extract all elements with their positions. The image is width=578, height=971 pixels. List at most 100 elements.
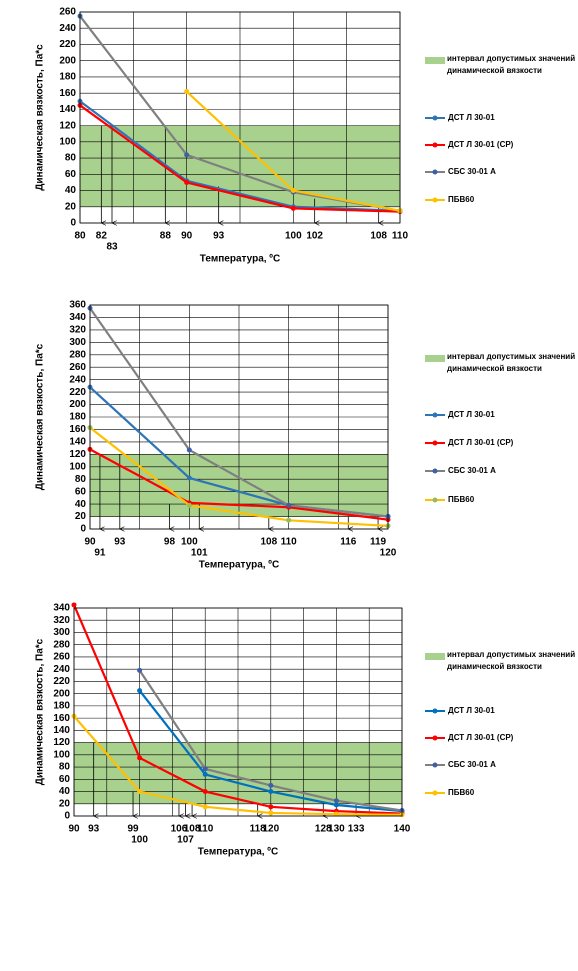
y-axis-title: Динамическая вязкость, Па*с: [35, 343, 46, 490]
y-axis-title: Динамическая вязкость, Па*с: [35, 44, 46, 191]
legend-marker: [432, 790, 438, 796]
legend-marker: [432, 440, 438, 446]
legend-label: СБС 30-01 А: [448, 466, 496, 475]
legend-marker: [432, 197, 438, 203]
y-tick-label: 320: [69, 325, 86, 336]
x-tick-label: 93: [114, 537, 126, 548]
data-point: [137, 688, 143, 694]
y-tick-label: 200: [69, 399, 86, 410]
x-tick-label: 110: [392, 231, 409, 242]
x-tick-label: 90: [68, 824, 80, 835]
y-tick-label: 140: [53, 725, 70, 736]
legend-label: интервал допустимых значений динамическо…: [447, 352, 576, 373]
data-point: [137, 755, 143, 761]
y-tick-label: 240: [59, 23, 76, 34]
y-tick-label: 360: [69, 300, 86, 311]
data-point: [137, 667, 143, 673]
legend-band: [425, 57, 445, 64]
y-tick-label: 220: [69, 387, 86, 398]
y-tick-label: 160: [59, 88, 76, 99]
x-tick-label: 91: [94, 548, 106, 559]
y-tick-label: 40: [59, 786, 71, 797]
series-line: [89, 307, 389, 518]
y-tick-label: 320: [53, 615, 70, 626]
x-tick-label: 110: [281, 537, 298, 548]
y-tick-label: 100: [69, 461, 86, 472]
legend-label: ДСТ Л 30-01 (СР): [448, 140, 514, 149]
legend-label: СБС 30-01 А: [448, 167, 496, 176]
series-line: [79, 104, 401, 213]
x-tick-label: 133: [348, 824, 365, 835]
plot-border: [79, 11, 401, 224]
series-line: [72, 604, 403, 815]
legend-label: ПБВ60: [448, 788, 475, 797]
data-point: [184, 89, 190, 95]
y-tick-label: 300: [69, 337, 86, 348]
data-point: [268, 810, 274, 816]
legend-marker: [432, 468, 438, 474]
data-point: [286, 517, 292, 523]
y-tick-label: 20: [59, 798, 71, 809]
legend-marker: [432, 412, 438, 418]
data-point: [290, 188, 296, 194]
legend-label: ДСТ Л 30-01 (СР): [448, 438, 514, 447]
x-tick-label: 120: [380, 548, 397, 559]
legend-band: [425, 355, 445, 362]
y-tick-label: 100: [53, 749, 70, 760]
x-tick-label: 90: [181, 231, 193, 242]
legend-label: ДСТ Л 30-01: [448, 706, 495, 715]
legend-band: [425, 653, 445, 660]
data-point: [186, 502, 192, 508]
data-point: [333, 798, 339, 804]
y-tick-label: 80: [59, 762, 71, 773]
legend-band-label: интервал допустимых значений динамическо…: [447, 352, 576, 373]
data-point: [137, 789, 143, 795]
data-point: [186, 475, 192, 481]
legend-label: интервал допустимых значений динамическо…: [447, 54, 576, 75]
y-tick-label: 260: [69, 362, 86, 373]
y-tick-label: 200: [59, 55, 76, 66]
y-tick-label: 220: [53, 676, 70, 687]
y-tick-label: 260: [53, 652, 70, 663]
y-tick-label: 240: [53, 664, 70, 675]
data-point: [184, 152, 190, 158]
x-tick-label: 128: [315, 824, 332, 835]
y-tick-label: 160: [53, 713, 70, 724]
series-line: [79, 100, 401, 212]
legend-label: интервал допустимых значений динамическо…: [447, 650, 576, 671]
x-tick-label: 108: [260, 537, 277, 548]
y-tick-label: 120: [53, 737, 70, 748]
y-tick-label: 20: [75, 511, 87, 522]
y-tick-label: 60: [59, 774, 71, 785]
data-point: [333, 811, 339, 817]
plot-border: [89, 304, 389, 530]
x-axis-title: Температура, ºС: [199, 560, 279, 571]
x-axis-title: Температура, ºС: [198, 847, 278, 858]
legend-band-label: интервал допустимых значений динамическо…: [447, 650, 576, 671]
x-tick-label: 98: [164, 537, 176, 548]
x-tick-label: 130: [328, 824, 345, 835]
data-point: [290, 205, 296, 211]
y-tick-label: 280: [53, 639, 70, 650]
legend-marker: [432, 762, 438, 768]
data-point: [268, 804, 274, 810]
data-point: [202, 804, 208, 810]
y-tick-label: 40: [65, 185, 77, 196]
x-tick-label: 100: [131, 835, 148, 846]
y-tick-label: 160: [69, 424, 86, 435]
data-point: [268, 789, 274, 795]
legend-label: ПБВ60: [448, 495, 475, 504]
series-line: [89, 426, 389, 527]
data-point: [268, 782, 274, 788]
legend-marker: [432, 115, 438, 121]
y-tick-label: 180: [53, 701, 70, 712]
y-tick-label: 0: [80, 524, 86, 535]
x-tick-label: 83: [106, 242, 118, 253]
y-tick-label: 0: [64, 811, 70, 822]
x-tick-label: 116: [340, 537, 357, 548]
y-tick-label: 340: [53, 603, 70, 614]
y-tick-label: 300: [53, 627, 70, 638]
y-tick-label: 200: [53, 688, 70, 699]
y-tick-label: 0: [70, 218, 76, 229]
